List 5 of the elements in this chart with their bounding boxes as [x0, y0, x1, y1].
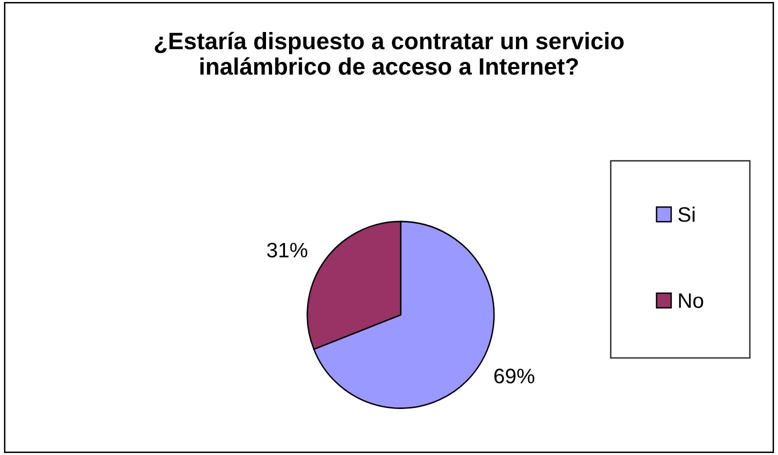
chart-title: ¿Estaría dispuesto a contratar un servicio inalámbrico de acceso a Internet?: [154, 32, 624, 75]
data-label: 69%: [494, 368, 534, 384]
legend-label: Si: [678, 206, 695, 222]
legend-label: No: [679, 293, 704, 308]
data-label: 31%: [267, 242, 308, 258]
